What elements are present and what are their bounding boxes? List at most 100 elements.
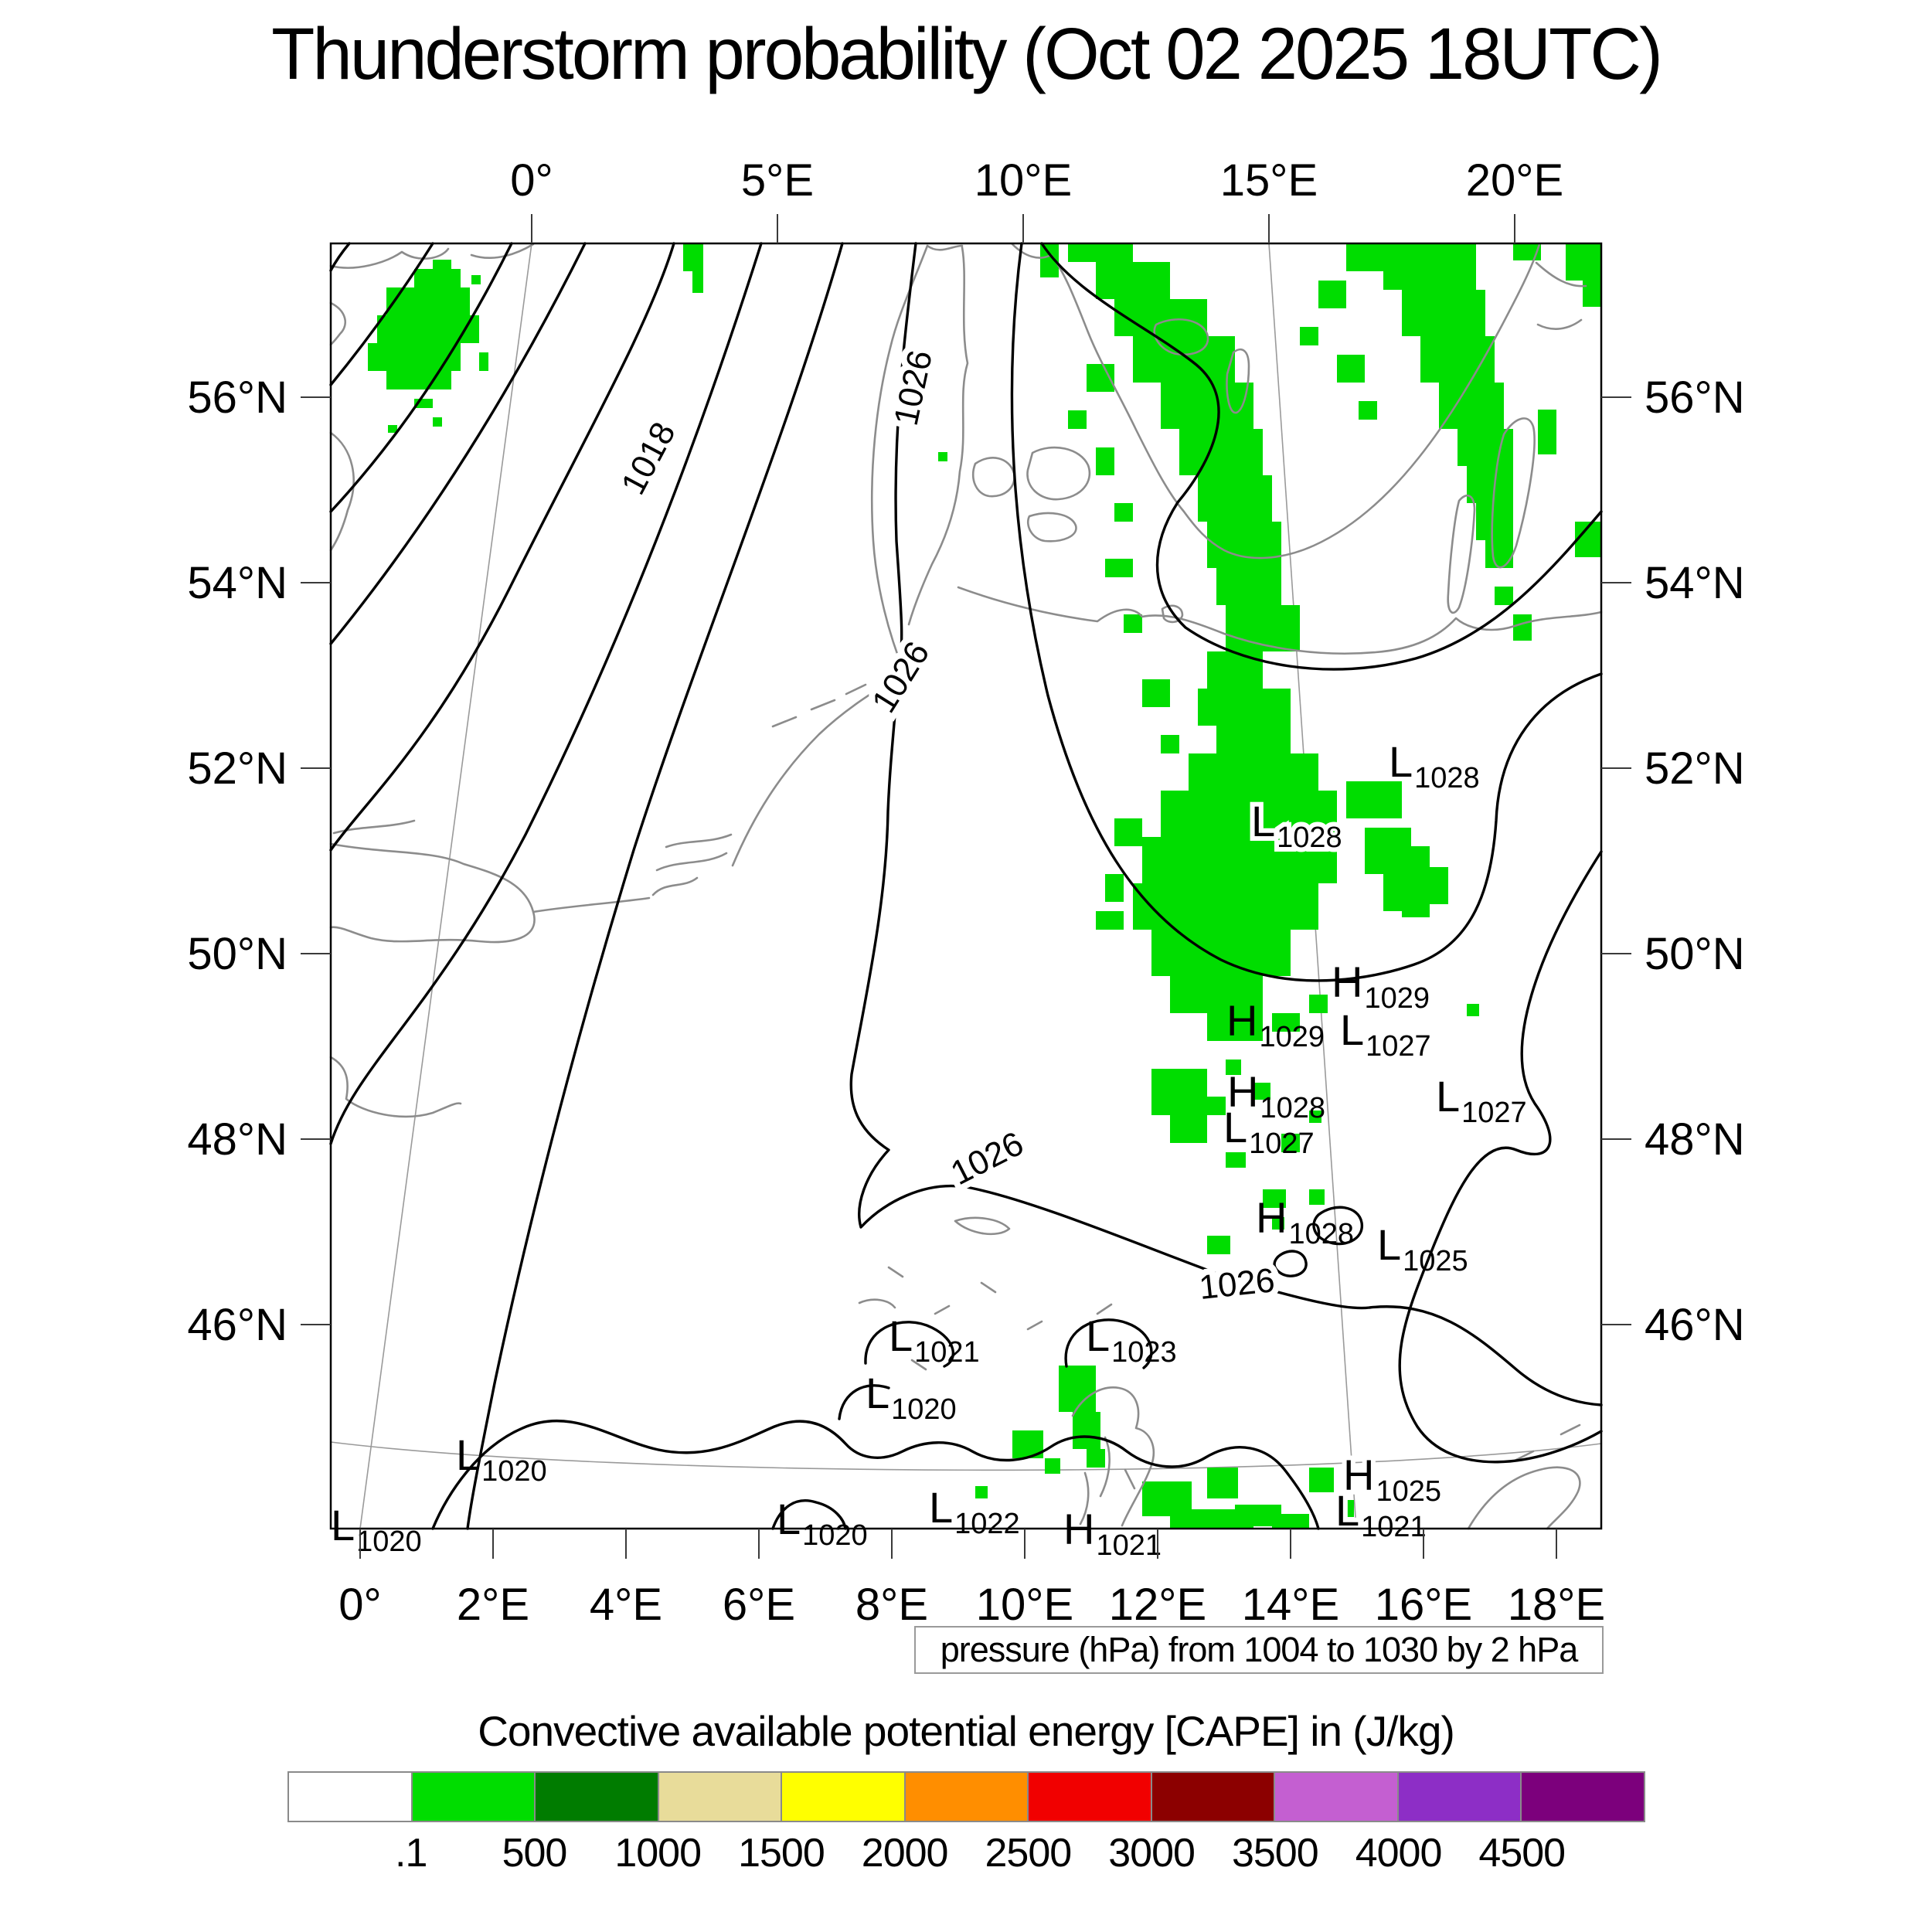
left-tick-label: 48°N <box>187 1114 287 1165</box>
cape-cell <box>479 352 488 371</box>
colorbar-segment-6 <box>1029 1773 1152 1821</box>
colorbar-tick-label: 3000 <box>1108 1831 1196 1876</box>
pressure-center-l1025: L1025 <box>1377 1220 1468 1277</box>
isobar-west-7 <box>466 242 844 1530</box>
colorbar-tick-label: 2000 <box>861 1831 949 1876</box>
cape-cell <box>1383 243 1476 290</box>
cape-cell <box>1346 781 1402 818</box>
cape-cell <box>1151 1069 1207 1115</box>
cape-cell <box>1318 281 1346 308</box>
coast-sweden <box>1011 243 1541 560</box>
cape-cell <box>1485 540 1513 568</box>
bottom-tick-label: 2°E <box>457 1580 529 1630</box>
isobar-west-4 <box>329 242 587 645</box>
cape-cell <box>1198 689 1291 726</box>
cape-cell <box>1096 911 1124 930</box>
bottom-tick-label: 12°E <box>1109 1580 1206 1630</box>
top-tick-label: 0° <box>510 155 553 206</box>
top-tick-label: 5°E <box>741 155 814 206</box>
cape-cell <box>1309 1189 1325 1205</box>
colorbar <box>287 1771 1645 1822</box>
cape-cell <box>1439 383 1504 429</box>
cape-cell <box>1114 503 1133 522</box>
pressure-center-h1021: H1021 <box>1063 1505 1162 1562</box>
pressure-center-l1020: L1020 <box>456 1430 547 1488</box>
colorbar-segment-10 <box>1522 1773 1645 1821</box>
cape-cell <box>1105 874 1124 902</box>
cape-cell <box>1068 243 1133 262</box>
axis-ticks-and-labels: 0° 5°E 10°E 15°E 20°E 0° 2°E 4°E 6°E 8°E 10°E 12°E 1… <box>187 155 1744 1630</box>
isobar-label: 1018 <box>614 416 683 500</box>
cape-cell <box>1207 522 1281 568</box>
cape-cell <box>388 425 397 433</box>
cape-cell <box>938 452 947 461</box>
isobar-label: 1026 <box>865 635 937 719</box>
cape-cell <box>1068 410 1087 429</box>
cape-cell <box>1281 1134 1300 1152</box>
pressure-center-h1029: H1029 <box>1226 996 1325 1053</box>
isobar-label: 1026 <box>887 347 940 429</box>
cape-cell <box>1513 614 1532 641</box>
right-tick-label: 56°N <box>1645 372 1745 423</box>
colorbar-tick-label: 4000 <box>1355 1831 1443 1876</box>
cape-cell <box>1226 1060 1241 1075</box>
map-frame <box>329 242 1603 1530</box>
pressure-center-l1021: L1021 <box>1335 1486 1427 1543</box>
colorbar-tick-label: 1000 <box>614 1831 702 1876</box>
right-tick-label: 50°N <box>1645 929 1745 979</box>
bottom-tick-label: 6°E <box>723 1580 795 1630</box>
pressure-center-l1028: L1028 <box>1251 797 1342 854</box>
isobar-bottom-small <box>771 1384 890 1530</box>
left-tick-label: 52°N <box>187 743 287 794</box>
cape-cell <box>368 343 461 371</box>
colorbar-segment-5 <box>905 1773 1029 1821</box>
pressure-center-l1021: L1021 <box>889 1311 980 1369</box>
cape-cell <box>414 269 461 287</box>
cape-cell <box>1402 290 1485 336</box>
colorbar-segment-7 <box>1151 1773 1276 1821</box>
coast-norway-south <box>329 243 535 269</box>
pressure-center-l1027: L1027 <box>1436 1072 1527 1129</box>
cape-cell <box>1133 336 1235 383</box>
bottom-tick-label: 8°E <box>855 1580 928 1630</box>
cape-cell <box>1207 1097 1226 1115</box>
isobar-hook-l1023 <box>1064 1318 1153 1369</box>
pressure-center-h1029: H1029 <box>1332 957 1430 1015</box>
cape-cell <box>1359 401 1377 420</box>
cape-cell <box>433 417 442 427</box>
bottom-tick-label: 0° <box>338 1580 381 1630</box>
isobar-kattegat-ne <box>1010 242 1603 982</box>
pressure-center-h1028: H1028 <box>1256 1193 1354 1250</box>
coast-istria <box>1071 1386 1155 1527</box>
left-tick-label: 46°N <box>187 1300 287 1350</box>
colorbar-segment-3 <box>658 1773 783 1821</box>
coastlines <box>329 243 1603 1530</box>
colorbar-tick-label: 500 <box>502 1831 568 1876</box>
isobar-1026-main <box>849 242 1603 1406</box>
right-tick-label: 54°N <box>1645 558 1745 608</box>
left-tick-label: 56°N <box>187 372 287 423</box>
isobar-alps-wavy <box>431 1419 1320 1530</box>
page-title: Thunderstorm probability (Oct 02 2025 18… <box>271 13 1663 95</box>
cape-cell <box>1337 1500 1354 1517</box>
cape-cell <box>1096 447 1114 475</box>
isobar-west-2 <box>329 242 434 386</box>
coast-uk-east <box>329 301 355 552</box>
isobar-west-1 <box>329 242 351 272</box>
top-tick-label: 20°E <box>1466 155 1563 206</box>
colorbar-segment-4 <box>782 1773 906 1821</box>
cape-cell <box>1263 1189 1286 1208</box>
top-tick-label: 15°E <box>1220 155 1318 206</box>
cape-cell <box>1467 466 1513 503</box>
bottom-tick-label: 4°E <box>590 1580 662 1630</box>
colorbar-labels: .1 500 1000 1500 2000 2500 3000 3500 4000 4500 <box>287 1830 1645 1884</box>
cape-cell <box>1142 679 1170 707</box>
cape-cell <box>1133 883 1318 930</box>
coast-swedish-lakes <box>1153 318 1250 414</box>
colorbar-segment-1 <box>412 1773 536 1821</box>
right-tick-label: 48°N <box>1645 1114 1745 1165</box>
top-tick-label: 10°E <box>975 155 1072 206</box>
